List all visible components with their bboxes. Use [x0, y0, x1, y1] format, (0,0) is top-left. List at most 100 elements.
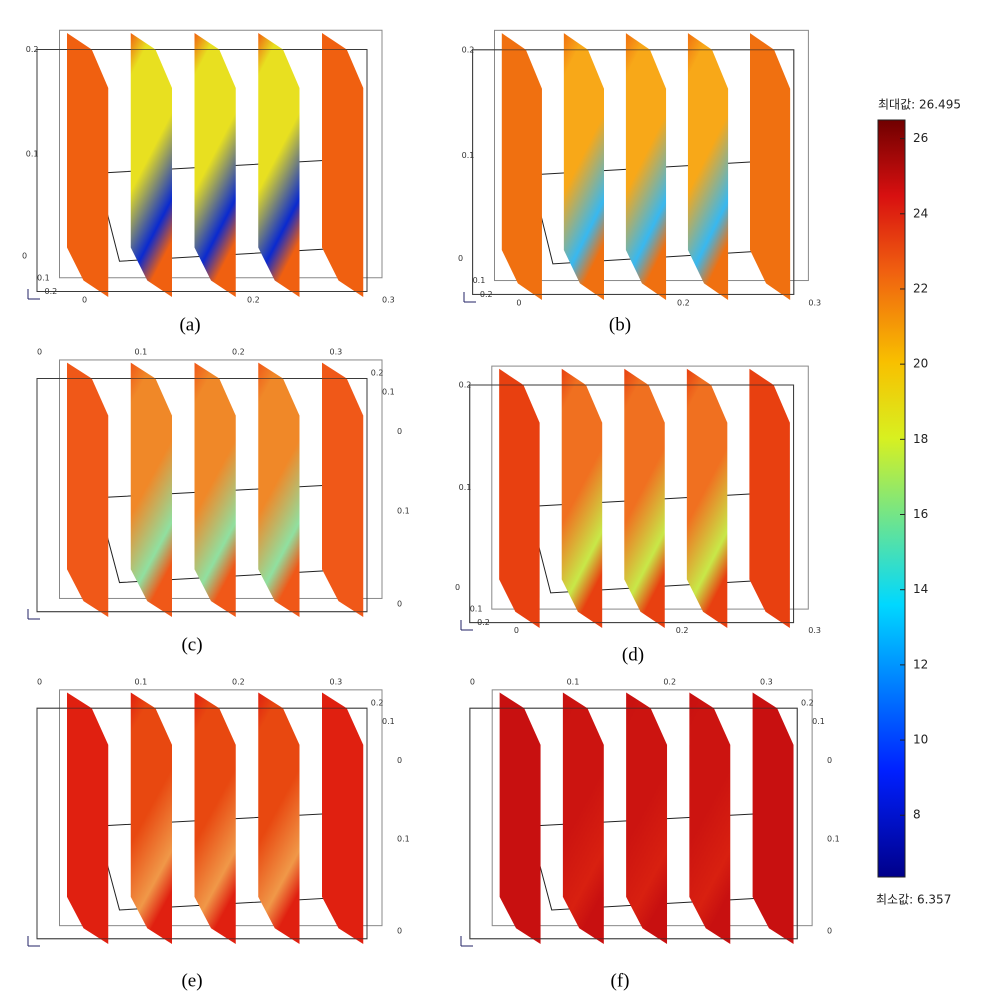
- axis-tick-label: 0.2: [247, 295, 260, 304]
- colorbar-tick-label: 22: [913, 281, 928, 295]
- axis-tick-label: 0: [82, 295, 87, 304]
- axis-tick-label: 0: [827, 926, 832, 935]
- axis-tick-label: 0.1: [462, 151, 475, 160]
- axis-tick-label: 0.2: [462, 45, 475, 54]
- box-edge: [472, 49, 795, 295]
- slice: [749, 368, 790, 628]
- slice: [752, 692, 794, 944]
- axis-tick-label: 0.1: [567, 678, 580, 687]
- colorbar-tick-label: 20: [913, 357, 928, 371]
- axis-tick-label: 0: [397, 599, 402, 608]
- axis-tick-label: 0.1: [827, 835, 840, 844]
- slice: [499, 692, 541, 944]
- colorbar: [877, 119, 906, 878]
- colorbar-max-label: 최대값: 26.495: [878, 98, 961, 112]
- axis-tick-label: 0.2: [459, 381, 472, 390]
- axis-tick-label: 0: [514, 626, 519, 635]
- axis-tick-label: 0.2: [480, 290, 493, 299]
- axis-tick-label: 0.1: [26, 150, 39, 159]
- colorbar-tick-label: 24: [913, 206, 928, 220]
- slice: [499, 368, 540, 628]
- slice: [501, 33, 542, 301]
- axis-tick-label: 0.2: [45, 287, 58, 296]
- panel: 0 0.1 0.2 0.3 0.2 0.1 0 0.1 0 (f): [460, 678, 840, 991]
- box-edge: [36, 707, 368, 940]
- box-edge: [36, 49, 368, 292]
- axis-tick-label: 0.3: [808, 298, 821, 307]
- panel-label: (e): [181, 970, 202, 991]
- axis-triad: [460, 936, 473, 947]
- axis-tick-label: 0: [37, 348, 42, 357]
- colorbar-tick-label: 14: [913, 582, 928, 596]
- axis-tick-label: 0: [827, 756, 832, 765]
- axis-tick-label: 0.3: [330, 348, 343, 357]
- slice: [561, 368, 603, 628]
- slice: [322, 692, 364, 944]
- colorbar-tick-label: 12: [913, 657, 928, 671]
- axis-tick-label: 0: [397, 427, 402, 436]
- axis-tick-label: 0.1: [135, 348, 148, 357]
- axis-tick-label: 0.3: [808, 626, 821, 635]
- slice: [130, 362, 172, 617]
- colorbar-min-label: 최소값: 6.357: [876, 893, 951, 907]
- axis-triad: [27, 289, 40, 300]
- axis-tick-label: 0.2: [801, 698, 814, 707]
- colorbar-tick-label: 26: [913, 131, 928, 145]
- axis-tick-label: 0.2: [371, 698, 384, 707]
- axis-tick-label: 0.1: [37, 273, 50, 282]
- axis-triad: [460, 620, 473, 631]
- panel-label: (b): [609, 314, 631, 335]
- box-edge: [469, 384, 795, 624]
- slice: [626, 692, 668, 944]
- slice: [750, 33, 791, 301]
- axis-tick-label: 0.2: [232, 348, 245, 357]
- axis-tick-label: 0.1: [382, 387, 395, 396]
- axis-tick-label: 0.1: [473, 276, 486, 285]
- colorbar-tick-label: 18: [913, 432, 928, 446]
- axis-tick-label: 0.2: [26, 45, 39, 54]
- slice: [67, 362, 109, 617]
- axis-triad: [463, 292, 476, 303]
- slice: [67, 692, 109, 944]
- axis-tick-label: 0: [22, 251, 27, 260]
- axis-tick-label: 0.1: [470, 605, 483, 614]
- axis-tick-label: 0.1: [812, 717, 825, 726]
- axis-tick-label: 0: [455, 583, 460, 592]
- axis-tick-label: 0.3: [330, 678, 343, 687]
- panel: 0 0.1 0.2 0.3 0.2 0.1 0 0.1 0 (c): [27, 348, 410, 655]
- slice: [67, 33, 109, 297]
- axis-tick-label: 0: [516, 298, 521, 307]
- slice: [194, 692, 236, 944]
- slice: [258, 692, 300, 944]
- panel-label: (f): [611, 970, 630, 991]
- axis-tick-label: 0.2: [663, 678, 676, 687]
- slice: [625, 33, 667, 301]
- slice: [689, 692, 731, 944]
- box-edge: [469, 707, 798, 940]
- box-edge: [36, 378, 368, 613]
- slice: [687, 33, 729, 301]
- axis-tick-label: 0.2: [371, 369, 384, 378]
- panel-label: (a): [179, 314, 200, 335]
- axis-tick-label: 0.2: [477, 618, 490, 627]
- panel-label: (d): [622, 644, 644, 665]
- axis-tick-label: 0: [458, 254, 463, 263]
- axis-tick-label: 0.1: [459, 483, 472, 492]
- axis-tick-label: 0: [37, 678, 42, 687]
- axis-tick-label: 0: [470, 678, 475, 687]
- slice: [563, 33, 604, 301]
- slice: [258, 362, 300, 617]
- colorbar-tick-label: 8: [913, 808, 921, 822]
- slice: [322, 33, 364, 297]
- axis-triad: [27, 609, 40, 620]
- panel-label: (c): [181, 634, 202, 655]
- panel: 0.2 0.1 0 0.1 0.2 0 0.2 0.3 (a): [22, 29, 395, 335]
- axis-tick-label: 0.1: [397, 835, 410, 844]
- slice: [130, 692, 172, 944]
- slice: [130, 33, 172, 297]
- axis-tick-label: 0: [397, 926, 402, 935]
- colorbar-tick-label: 16: [913, 507, 928, 521]
- panel: 0.2 0.1 0 0.1 0.2 0 0.2 0.3 (d): [455, 365, 821, 665]
- slice: [194, 33, 236, 297]
